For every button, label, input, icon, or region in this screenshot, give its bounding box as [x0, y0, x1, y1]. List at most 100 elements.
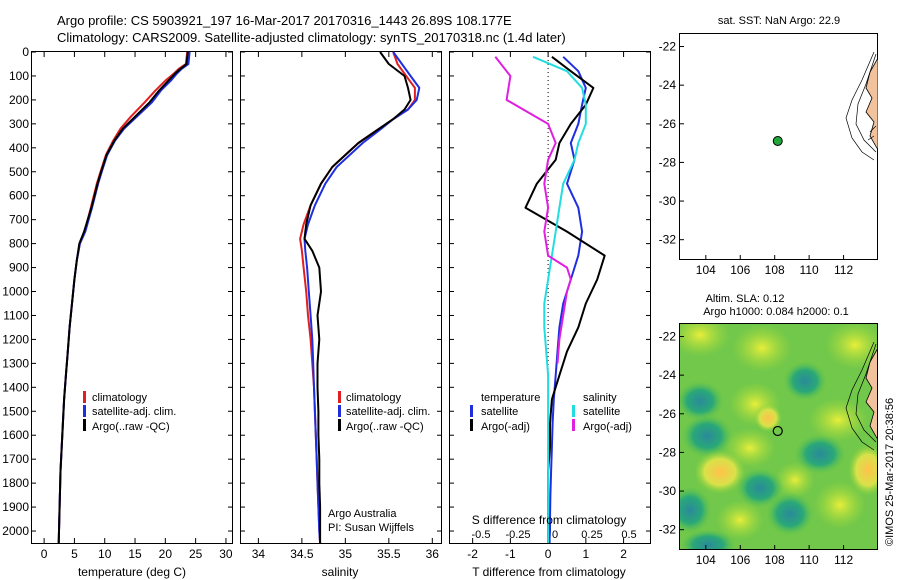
bathymetry-contour: [867, 125, 877, 141]
legend-swatch-climatology: [83, 391, 86, 403]
legend-label-climatology: climatology: [346, 392, 402, 404]
x-tick-label: 35.5: [377, 547, 401, 561]
x-tick-label: 0: [41, 547, 48, 561]
x-tick-label: -1: [505, 547, 516, 561]
x-tick-label: 2: [620, 547, 627, 561]
legend-label-argo: Argo(..raw -QC): [92, 421, 170, 433]
coastline-land: [865, 347, 878, 441]
y-tick-label: 1200: [2, 332, 29, 346]
temperature-legend: climatology satellite-adj. clim. Argo(..…: [83, 391, 176, 433]
map-x-tick-label: 104: [696, 263, 716, 277]
y-tick-label: 1500: [2, 404, 29, 418]
map-y-tick-label: -24: [659, 78, 677, 92]
y-tick-label: 1100: [3, 308, 29, 322]
y-tick-label: 1400: [2, 380, 29, 394]
y-tick-label: 900: [9, 261, 29, 275]
y-tick-label: 800: [9, 237, 29, 251]
legend-title-salinity: salinity: [583, 392, 617, 404]
legend-label-climatology: climatology: [92, 392, 148, 404]
legend-swatch-satellite: [83, 405, 86, 417]
imos-credit: ©IMOS 25-Mar-2017 20:38:56: [884, 398, 896, 546]
y-tick-label: 1300: [2, 356, 29, 370]
y-tick-label: 1700: [2, 452, 29, 466]
y-tick-label: 1800: [2, 476, 29, 490]
legend-title-temperature: temperature: [481, 392, 540, 404]
map-x-tick-label: 108: [765, 263, 785, 277]
y-tick-label: 1000: [2, 285, 29, 299]
salinity-legend: climatology satellite-adj. clim. Argo(..…: [338, 391, 430, 433]
temperature-xlabel: temperature (deg C): [78, 565, 186, 579]
map-y-tick-label: -28: [659, 155, 677, 169]
map-y-tick-label: -30: [659, 194, 677, 208]
header-line1: Argo profile: CS 5903921_197 16-Mar-2017…: [57, 13, 512, 28]
y-tick-label: 700: [9, 213, 29, 227]
difference-plot-frame: [449, 51, 651, 544]
map-x-tick-label: 112: [834, 553, 853, 567]
legend-swatch-argo: [338, 419, 341, 431]
x-tick-label: 35: [339, 547, 353, 561]
top-tick-label: -0.5: [472, 529, 491, 541]
bathymetry-contour: [855, 53, 877, 153]
difference-plot: -2 -1 0 1 2 -0.5 -0.25 0 0.25 0.5: [450, 51, 650, 561]
x-tick-label: 20: [159, 547, 173, 561]
legend-swatch-climatology: [338, 391, 341, 403]
legend-swatch-temp-satellite: [470, 405, 473, 417]
sla-map-title-2: Argo h1000: 0.084 h2000: 0.1: [703, 306, 849, 318]
map-y-tick-label: -22: [659, 330, 677, 344]
x-tick-label: 15: [128, 547, 142, 561]
x-tick-label: 25: [189, 547, 203, 561]
y-tick-label: 2000: [2, 524, 29, 538]
sst-map-title: sat. SST: NaN Argo: 22.9: [718, 15, 840, 27]
map-x-tick-label: 108: [765, 553, 785, 567]
map-y-tick-label: -26: [659, 117, 677, 131]
x-tick-label: -2: [467, 547, 478, 561]
salinity-xlabel: salinity: [322, 565, 359, 579]
difference-top-title: S difference from climatology: [472, 513, 627, 527]
series-line-climatology: [57, 51, 189, 544]
sst-map: 104 106 108 110 112 -22 -24 -26 -28 -30 -32: [659, 33, 878, 277]
series-line-argo-raw-qc-: [57, 51, 189, 544]
sla-map: 104 106 108 110 112 -22 -24 -26 -28 -30 -32: [659, 323, 878, 567]
y-tick-label: 500: [9, 165, 29, 179]
bathymetry-contour: [855, 343, 877, 443]
series-line-salinity-satellite: [532, 55, 587, 543]
x-tick-label: 34: [252, 547, 266, 561]
difference-legend-salinity: salinity satellite Argo(-adj): [572, 392, 632, 433]
map-x-tick-label: 110: [800, 263, 819, 277]
map-y-tick-label: -32: [659, 233, 677, 247]
map-x-tick-label: 112: [834, 263, 853, 277]
map-y-tick-label: -24: [659, 368, 677, 382]
top-tick-label: 0.5: [621, 529, 636, 541]
y-tick-label: 600: [9, 189, 29, 203]
sst-map-frame: [679, 33, 878, 260]
argo-position-marker: [772, 135, 783, 146]
y-tick-label: 1900: [2, 500, 29, 514]
legend-swatch-sal-argo: [572, 419, 575, 431]
series-line-salinity-argo-adj-: [494, 56, 572, 364]
x-tick-label: 10: [98, 547, 112, 561]
legend-swatch-satellite: [338, 405, 341, 417]
legend-label-argo: Argo(..raw -QC): [346, 421, 424, 433]
header-line2: Climatology: CARS2009. Satellite-adjuste…: [57, 30, 566, 45]
series-line-temperature-satellite: [548, 56, 587, 543]
series-line-argo-raw-qc-: [303, 51, 412, 543]
map-y-tick-label: -22: [659, 40, 677, 54]
argo-position-marker: [772, 425, 783, 437]
y-tick-label: 100: [9, 69, 29, 83]
x-tick-label: 34.5: [290, 547, 314, 561]
map-y-tick-label: -30: [659, 484, 677, 498]
difference-xlabel: T difference from climatology: [472, 565, 626, 579]
y-tick-label: 0: [22, 45, 29, 59]
y-tick-label: 300: [9, 117, 29, 131]
sla-heatmap: [680, 323, 878, 549]
top-tick-label: 0.25: [581, 529, 602, 541]
map-x-tick-label: 110: [800, 553, 819, 567]
top-tick-label: -0.25: [505, 529, 530, 541]
legend-label-sal-satellite: satellite: [583, 406, 620, 418]
bathymetry-contour: [845, 341, 875, 451]
map-x-tick-label: 106: [730, 263, 750, 277]
salinity-plot-frame: [240, 51, 442, 544]
legend-label-temp-argo: Argo(-adj): [481, 421, 530, 433]
legend-label-temp-satellite: satellite: [481, 406, 518, 418]
